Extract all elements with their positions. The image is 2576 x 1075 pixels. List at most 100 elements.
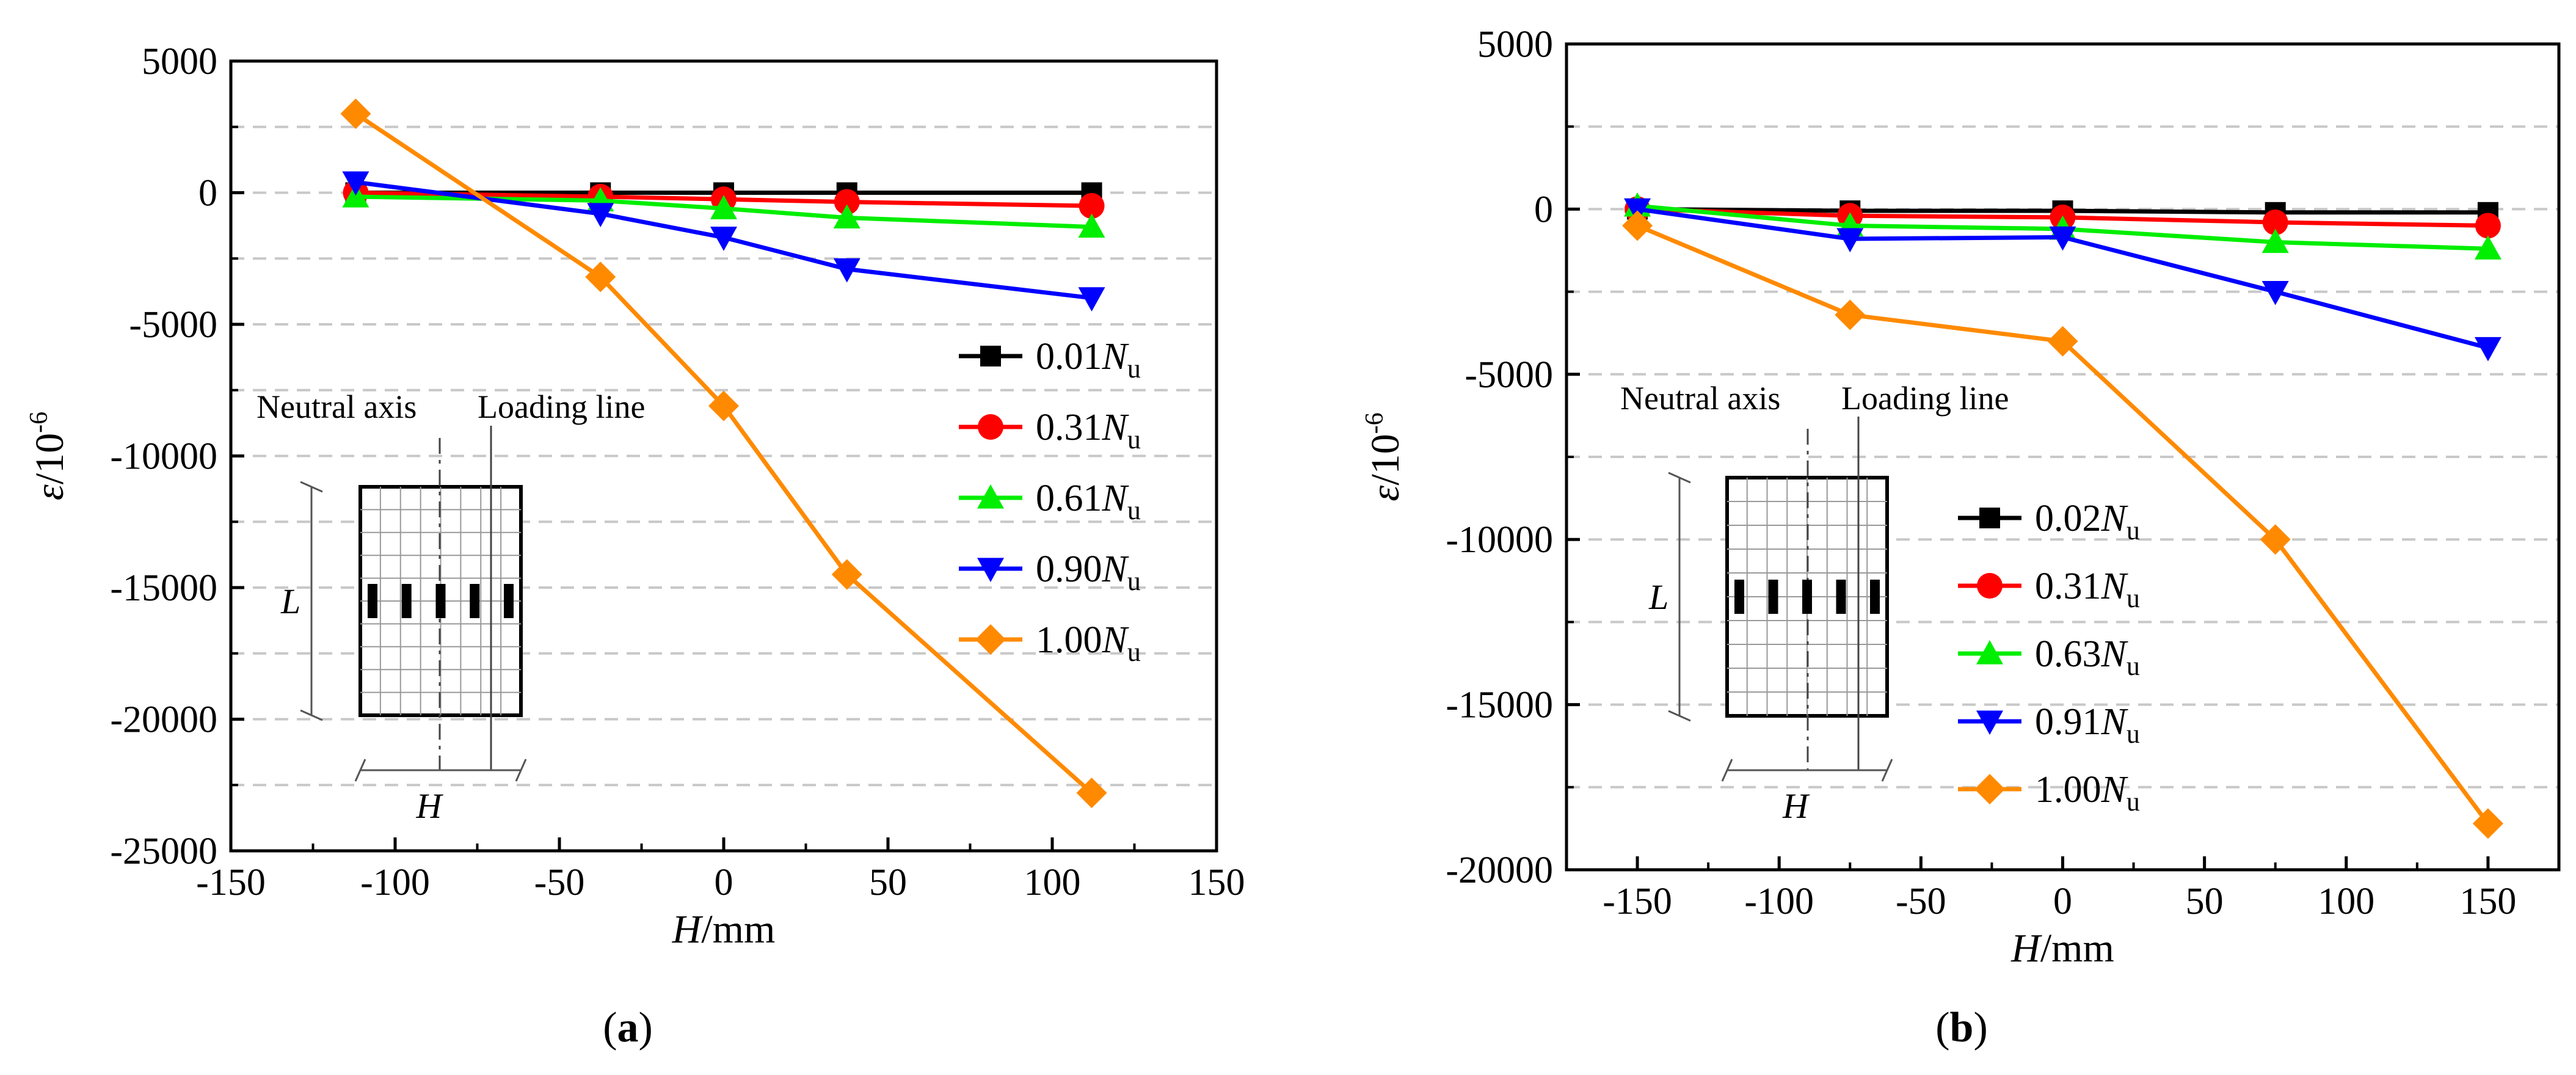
inset-dimension-tick [1668, 472, 1691, 484]
x-tick-label: 50 [869, 862, 907, 903]
panel-label: (a) [603, 1004, 653, 1051]
legend-item: 0.61Nu [959, 478, 1141, 525]
y-axis-title: ε/10-6 [25, 412, 72, 500]
legend-item: 0.90Nu [959, 548, 1141, 596]
x-tick-label: 150 [1188, 862, 1245, 903]
data-point [2047, 326, 2078, 357]
data-point [833, 204, 860, 229]
data-point [833, 258, 860, 283]
series-0-90 [342, 171, 1105, 312]
inset-width-symbol: H [1782, 786, 1810, 826]
legend-subscript: u [1127, 566, 1141, 596]
legend-subscript: u [1127, 425, 1141, 454]
data-point [1076, 778, 1107, 809]
legend-label: 0.63Nu [2035, 633, 2140, 681]
legend-value: 0.31 [2035, 566, 2101, 607]
strain-gauge [1836, 580, 1846, 614]
legend-swatch-marker [977, 558, 1004, 582]
legend-swatch-marker [1976, 640, 2003, 665]
chart-panel-a: -150 -100 -50 0 50 100 150 5000 0 -5000 -10000 -150… [25, 41, 1245, 1051]
x-tick-label: 100 [1024, 862, 1081, 903]
chart-panel-b: -150 -100 -50 0 50 100 150 5000 0 -5000 -10000 -150… [1361, 24, 2561, 1051]
strain-gauge [435, 584, 446, 618]
legend-symbol: N [2101, 498, 2129, 539]
legend-swatch-marker [1976, 710, 2003, 735]
legend-swatch-marker [978, 414, 1003, 440]
inset-dimension-tick [300, 481, 323, 493]
legend-symbol: N [2101, 566, 2129, 607]
legend-swatch-marker [1979, 508, 2000, 528]
x-tick-label: -150 [1603, 881, 1672, 922]
data-point [708, 390, 739, 421]
legend-value: 0.31 [1036, 407, 1102, 448]
legend-subscript: u [2127, 583, 2140, 613]
legend-label: 0.31Nu [1036, 407, 1141, 454]
panel-letter: a [617, 1004, 639, 1051]
inset-dimension-tick [515, 759, 527, 782]
data-point [834, 189, 860, 215]
series-1-00 [1622, 210, 2503, 839]
series-0-91 [1624, 198, 2501, 362]
legend-subscript: u [2127, 651, 2140, 681]
x-tick-label: -50 [534, 862, 585, 903]
data-point [2472, 808, 2503, 839]
data-point [710, 195, 737, 219]
y-tick-label: -20000 [110, 699, 217, 741]
y-axis-exponent: -6 [1361, 412, 1389, 434]
legend-value: 0.91 [2035, 701, 2101, 743]
data-point [1079, 193, 1105, 219]
strain-gauge [504, 584, 514, 618]
strain-gauge [401, 584, 412, 618]
legend-item: 1.00Nu [959, 619, 1141, 667]
inset-dimension-tick [1721, 759, 1733, 782]
legend-symbol: N [2101, 769, 2129, 811]
panel-paren: ( [603, 1004, 617, 1051]
legend-subscript: u [1127, 495, 1141, 525]
legend-symbol: N [1102, 478, 1130, 519]
legend-symbol: N [2101, 701, 2129, 743]
data-point [587, 203, 614, 227]
y-tick-label: -15000 [1446, 685, 1553, 726]
legend-item: 0.02Nu [1958, 498, 2140, 545]
y-tick-label: 5000 [1477, 24, 1553, 65]
data-point [1836, 228, 1864, 253]
legend-label: 0.90Nu [1036, 548, 1141, 596]
x-axis-var: H [672, 907, 704, 952]
x-axis-unit: /mm [701, 907, 775, 952]
legend-label: 0.91Nu [2035, 701, 2140, 749]
y-tick-label: -5000 [129, 304, 217, 346]
inset-loading-line-label: Loading line [478, 388, 645, 425]
inset-neutral-axis-label: Neutral axis [257, 388, 417, 425]
legend-value: 0.01 [1036, 336, 1102, 377]
y-axis-var: ε [1363, 486, 1408, 501]
legend-subscript: u [2127, 516, 2140, 545]
data-point [2262, 210, 2288, 236]
inset-length-symbol: L [1648, 577, 1668, 617]
x-tick-label: 100 [2318, 881, 2374, 922]
legend-value: 0.61 [1036, 478, 1102, 519]
strain-gauge [1768, 580, 1778, 614]
legend-symbol: N [1102, 619, 1130, 661]
data-point [585, 261, 616, 293]
strain-gauge [1870, 580, 1880, 614]
data-point [340, 98, 371, 129]
inset-schematic: Neutral axis Loading line L H [257, 388, 645, 826]
strain-gauge [368, 584, 377, 618]
y-tick-label: 5000 [142, 41, 217, 82]
strain-gauge [1734, 580, 1744, 614]
legend-label: 1.00Nu [2035, 769, 2140, 817]
x-tick-label: 0 [715, 862, 733, 903]
legend-subscript: u [1127, 637, 1141, 667]
data-point [1078, 287, 1105, 312]
x-tick-label: -50 [1896, 881, 1946, 922]
inset-width-symbol: H [416, 786, 444, 826]
y-tick-label: -10000 [1446, 519, 1553, 561]
inset-schematic: Neutral axis Loading line L H [1620, 380, 2009, 826]
legend-value: 1.00 [1036, 619, 1102, 661]
data-point [2474, 235, 2501, 260]
legend-symbol: N [1102, 548, 1130, 590]
legend-value: 0.90 [1036, 548, 1102, 590]
inset-dimension-tick [1881, 759, 1893, 782]
legend-label: 0.61Nu [1036, 478, 1141, 525]
